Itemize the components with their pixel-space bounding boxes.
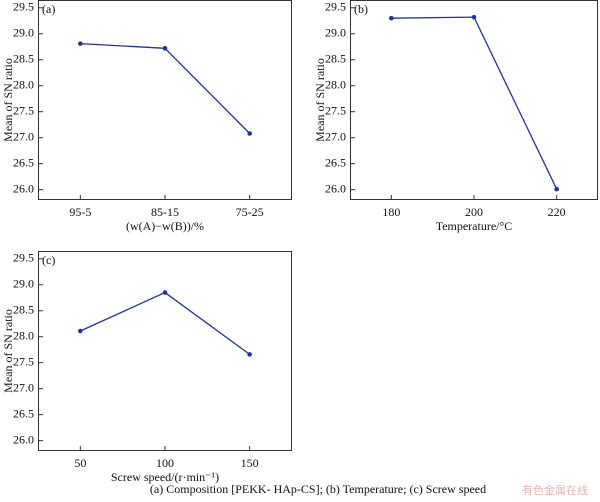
y-tick-label: 28.0 <box>325 77 346 91</box>
data-point <box>247 352 252 357</box>
watermark: 有色金属在线 <box>522 483 588 497</box>
panel-label: (b) <box>354 2 368 16</box>
y-tick-label: 28.5 <box>13 51 34 65</box>
data-point <box>162 290 168 295</box>
x-tick-label: 95-5 <box>69 205 91 219</box>
caption: (a) Composition [PEKK- HAp-CS]; (b) Temp… <box>150 482 486 496</box>
x-tick-label: 220 <box>548 205 566 219</box>
x-tick-label: 180 <box>382 205 400 219</box>
x-tick-label: 200 <box>465 205 483 219</box>
y-tick-label: 26.0 <box>13 181 34 195</box>
y-tick-label: 26.0 <box>13 432 34 446</box>
plot-frame <box>38 251 292 451</box>
data-point <box>389 15 394 21</box>
y-axis-label: Mean of SN ratio <box>313 58 327 142</box>
y-tick-label: 28.5 <box>13 302 34 316</box>
x-axis-label: Screw speed/(r·min⁻¹) <box>111 470 219 484</box>
panel-label: (c) <box>42 253 55 267</box>
x-tick-label: 150 <box>241 456 259 470</box>
y-tick-label: 29.5 <box>13 251 34 265</box>
x-tick-label: 100 <box>156 456 174 470</box>
y-tick-label: 26.5 <box>13 155 34 169</box>
y-tick-label: 29.5 <box>325 0 346 14</box>
data-point <box>78 328 83 334</box>
data-line <box>391 16 558 190</box>
y-tick-label: 29.5 <box>13 0 34 14</box>
y-tick-label: 28.5 <box>325 51 346 65</box>
x-axis-label: (w(A)−w(B))/% <box>126 219 204 233</box>
data-line <box>80 291 251 355</box>
x-tick-label: 85-15 <box>151 205 179 219</box>
y-tick-label: 26.0 <box>325 181 346 195</box>
y-tick-label: 28.0 <box>13 77 34 91</box>
data-point <box>471 14 477 20</box>
panel-label: (a) <box>42 2 55 16</box>
y-tick-label: 27.0 <box>13 129 34 143</box>
y-tick-label: 27.5 <box>325 103 346 117</box>
plot-frame <box>350 0 598 200</box>
y-tick-label: 27.0 <box>325 129 346 143</box>
plot-frame <box>38 0 292 200</box>
y-tick-label: 26.5 <box>13 406 34 420</box>
y-tick-label: 27.5 <box>13 354 34 368</box>
data-point <box>162 46 168 51</box>
y-axis-label: Mean of SN ratio <box>1 58 15 142</box>
y-tick-label: 29.0 <box>13 26 34 40</box>
x-tick-label: 75-25 <box>236 205 264 219</box>
y-tick-label: 29.0 <box>13 277 34 291</box>
x-axis-label: Temperature/°C <box>436 219 513 233</box>
data-line <box>80 42 251 134</box>
y-tick-label: 27.5 <box>13 103 34 117</box>
y-tick-label: 26.5 <box>325 155 346 169</box>
x-tick-label: 50 <box>74 456 86 470</box>
y-tick-label: 27.0 <box>13 380 34 394</box>
y-tick-label: 28.0 <box>13 328 34 342</box>
y-tick-label: 29.0 <box>325 26 346 40</box>
y-axis-label: Mean of SN ratio <box>1 309 15 393</box>
data-point <box>78 41 83 46</box>
data-point <box>554 186 559 192</box>
data-point <box>247 131 252 136</box>
